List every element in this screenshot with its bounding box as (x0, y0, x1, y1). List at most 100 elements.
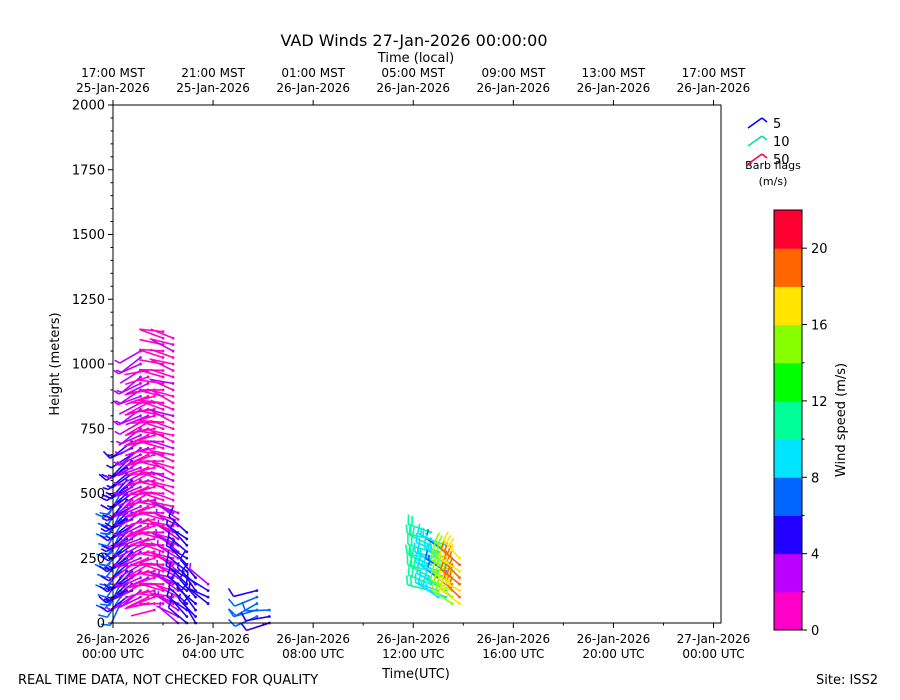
barb-feather (413, 542, 416, 553)
legend-item: 5 (747, 117, 781, 132)
barb-station-dot (267, 608, 271, 612)
barb-station-dot (444, 595, 448, 599)
barb-feather (437, 569, 442, 579)
barb-station-dot (458, 602, 461, 605)
barb-feather (416, 563, 420, 574)
colorbar-tick-label: 0 (811, 624, 819, 639)
barb-feather (429, 570, 433, 580)
barb-shaft (126, 596, 149, 609)
barb-station-dot (171, 485, 175, 489)
barb-feather (101, 497, 108, 502)
barb-shaft (139, 399, 164, 404)
barb-shaft (156, 585, 179, 598)
barb-feather (422, 578, 425, 589)
barb-station-dot (139, 375, 142, 379)
barb-feather (433, 552, 438, 562)
barb-shaft (149, 429, 174, 437)
barb-station-dot (171, 407, 175, 411)
barb-shaft (168, 515, 188, 533)
barb-station-dot (171, 466, 175, 469)
barb-feather (114, 359, 121, 364)
barb-shaft (121, 376, 142, 393)
barb-feather (415, 532, 418, 543)
top-tick-label-date: 26-Jan-2026 (477, 81, 551, 95)
barb-station-dot (139, 382, 142, 385)
barb-station-dot (176, 511, 180, 515)
barb-station-dot (139, 427, 142, 431)
barb-shaft (131, 434, 155, 444)
barb-feather (113, 583, 120, 589)
barb-feather (424, 569, 428, 579)
barb-shaft (149, 480, 174, 488)
barb-shaft (150, 450, 174, 462)
barb-feather (116, 460, 123, 465)
barb-shaft (149, 592, 174, 598)
barb-station-dot (185, 602, 189, 605)
site-label: Site: ISS2 (816, 673, 879, 688)
barb-station-dot (125, 518, 129, 521)
barb-station-dot (185, 537, 189, 541)
barb-station-dot (161, 569, 165, 573)
wind-barb (139, 563, 165, 573)
barb-shaft (150, 419, 174, 430)
barb-shaft (156, 564, 179, 579)
barb-feather (416, 523, 421, 534)
wind-barb (130, 556, 156, 566)
barb-station-dot (161, 472, 165, 476)
barb-station-dot (139, 485, 142, 489)
barb-feather (108, 585, 115, 589)
barb-feather (425, 532, 428, 539)
barb-station-dot (171, 459, 175, 463)
barb-feather (113, 552, 120, 558)
barb-shaft (139, 420, 164, 430)
barb-shaft (111, 453, 133, 469)
barb-shaft (431, 589, 453, 605)
barb-shaft (119, 421, 141, 435)
wind-barb (149, 409, 175, 418)
barb-station-dot (171, 440, 175, 444)
barb-station-dot (161, 479, 165, 482)
colorbar-segment (774, 477, 802, 516)
barb-station-dot (171, 595, 175, 599)
barb-feather (158, 550, 161, 557)
wind-barb (431, 581, 454, 605)
barb-feather (426, 543, 429, 550)
wind-barb (158, 504, 180, 521)
barb-feather (185, 577, 188, 588)
barb-feather (113, 420, 119, 426)
barb-station-dot (152, 550, 156, 554)
barb-feather (431, 581, 436, 591)
barb-feather (404, 544, 408, 555)
barb-feather (116, 603, 123, 607)
barb-shaft (118, 473, 141, 487)
barb-station-dot (161, 602, 165, 605)
wind-barb (139, 369, 165, 379)
barb-station-dot (429, 530, 433, 534)
barb-feather (449, 551, 453, 558)
barb-shaft (139, 369, 164, 378)
barb-station-dot (161, 530, 165, 534)
barb-feather (437, 535, 443, 545)
barb-feather (431, 561, 436, 571)
barb-feather (417, 578, 421, 585)
barb-station-dot (161, 356, 165, 359)
barb-shaft (121, 518, 142, 536)
barb-station-dot (139, 589, 142, 593)
barb-shaft (139, 512, 164, 521)
wind-barb (139, 440, 165, 450)
barb-shaft (118, 402, 141, 415)
colorbar-segment (774, 248, 802, 287)
barb-station-dot (152, 569, 156, 573)
barb-shaft (439, 588, 461, 605)
wind-barb (149, 439, 175, 450)
barb-station-dot (171, 563, 175, 567)
y-tick-label: 1250 (72, 293, 105, 308)
barb-feather (155, 528, 158, 535)
barb-feather (240, 622, 248, 631)
barb-station-dot (255, 602, 259, 605)
top-tick-label-date: 25-Jan-2026 (76, 81, 150, 95)
barb-shaft (131, 505, 155, 515)
barb-feather (227, 587, 235, 597)
wind-barb (139, 328, 165, 334)
barb-station-dot (194, 602, 197, 605)
